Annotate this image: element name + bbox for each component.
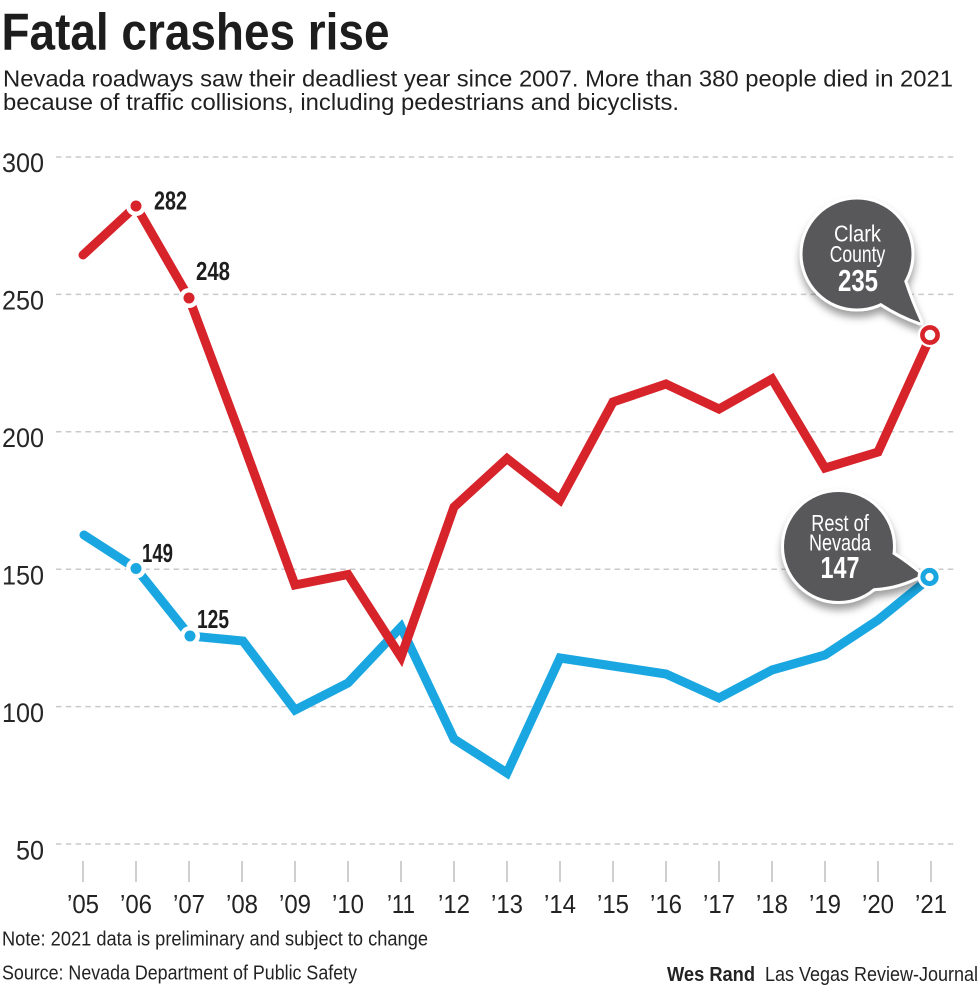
- svg-text:County: County: [830, 241, 886, 267]
- svg-text:’05: ’05: [67, 889, 99, 919]
- svg-text:Note: 2021 data is preliminary: Note: 2021 data is preliminary and subje…: [2, 929, 428, 951]
- svg-text:’09: ’09: [279, 889, 311, 919]
- svg-text:100: 100: [2, 698, 44, 728]
- svg-text:300: 300: [2, 148, 44, 178]
- svg-text:’12: ’12: [438, 889, 470, 919]
- svg-text:125: 125: [197, 606, 229, 634]
- svg-text:’16: ’16: [650, 889, 682, 919]
- svg-text:Wes Rand: Wes Rand: [667, 964, 755, 986]
- svg-text:Source: Nevada Department of P: Source: Nevada Department of Public Safe…: [2, 963, 357, 985]
- svg-text:’08: ’08: [226, 889, 258, 919]
- svg-text:Rest of: Rest of: [811, 510, 869, 536]
- svg-text:’10: ’10: [332, 889, 364, 919]
- svg-text:235: 235: [838, 264, 878, 298]
- svg-text:’21: ’21: [915, 889, 947, 919]
- svg-text:Las Vegas Review-Journal: Las Vegas Review-Journal: [765, 964, 978, 986]
- svg-text:50: 50: [16, 836, 44, 866]
- svg-text:200: 200: [2, 423, 44, 453]
- svg-text:Clark: Clark: [834, 221, 881, 247]
- svg-text:’17: ’17: [703, 889, 735, 919]
- svg-text:282: 282: [154, 188, 187, 216]
- svg-text:250: 250: [2, 286, 44, 316]
- svg-text:149: 149: [142, 540, 173, 568]
- svg-text:’20: ’20: [862, 889, 894, 919]
- svg-text:because of traffic collisions,: because of traffic collisions, including…: [3, 89, 679, 115]
- svg-text:Fatal crashes rise: Fatal crashes rise: [2, 4, 390, 62]
- svg-text:’07: ’07: [173, 889, 205, 919]
- svg-text:’19: ’19: [809, 889, 841, 919]
- svg-text:147: 147: [821, 551, 860, 585]
- svg-text:Nevada roadways saw their dead: Nevada roadways saw their deadliest year…: [3, 66, 953, 92]
- svg-text:’13: ’13: [491, 889, 523, 919]
- svg-text:’15: ’15: [597, 889, 629, 919]
- svg-text:150: 150: [2, 561, 44, 591]
- svg-text:’18: ’18: [756, 889, 788, 919]
- svg-text:’11: ’11: [387, 889, 415, 919]
- svg-text:Nevada: Nevada: [809, 530, 871, 556]
- svg-text:248: 248: [196, 258, 230, 286]
- svg-text:’06: ’06: [120, 889, 152, 919]
- svg-text:’14: ’14: [544, 889, 576, 919]
